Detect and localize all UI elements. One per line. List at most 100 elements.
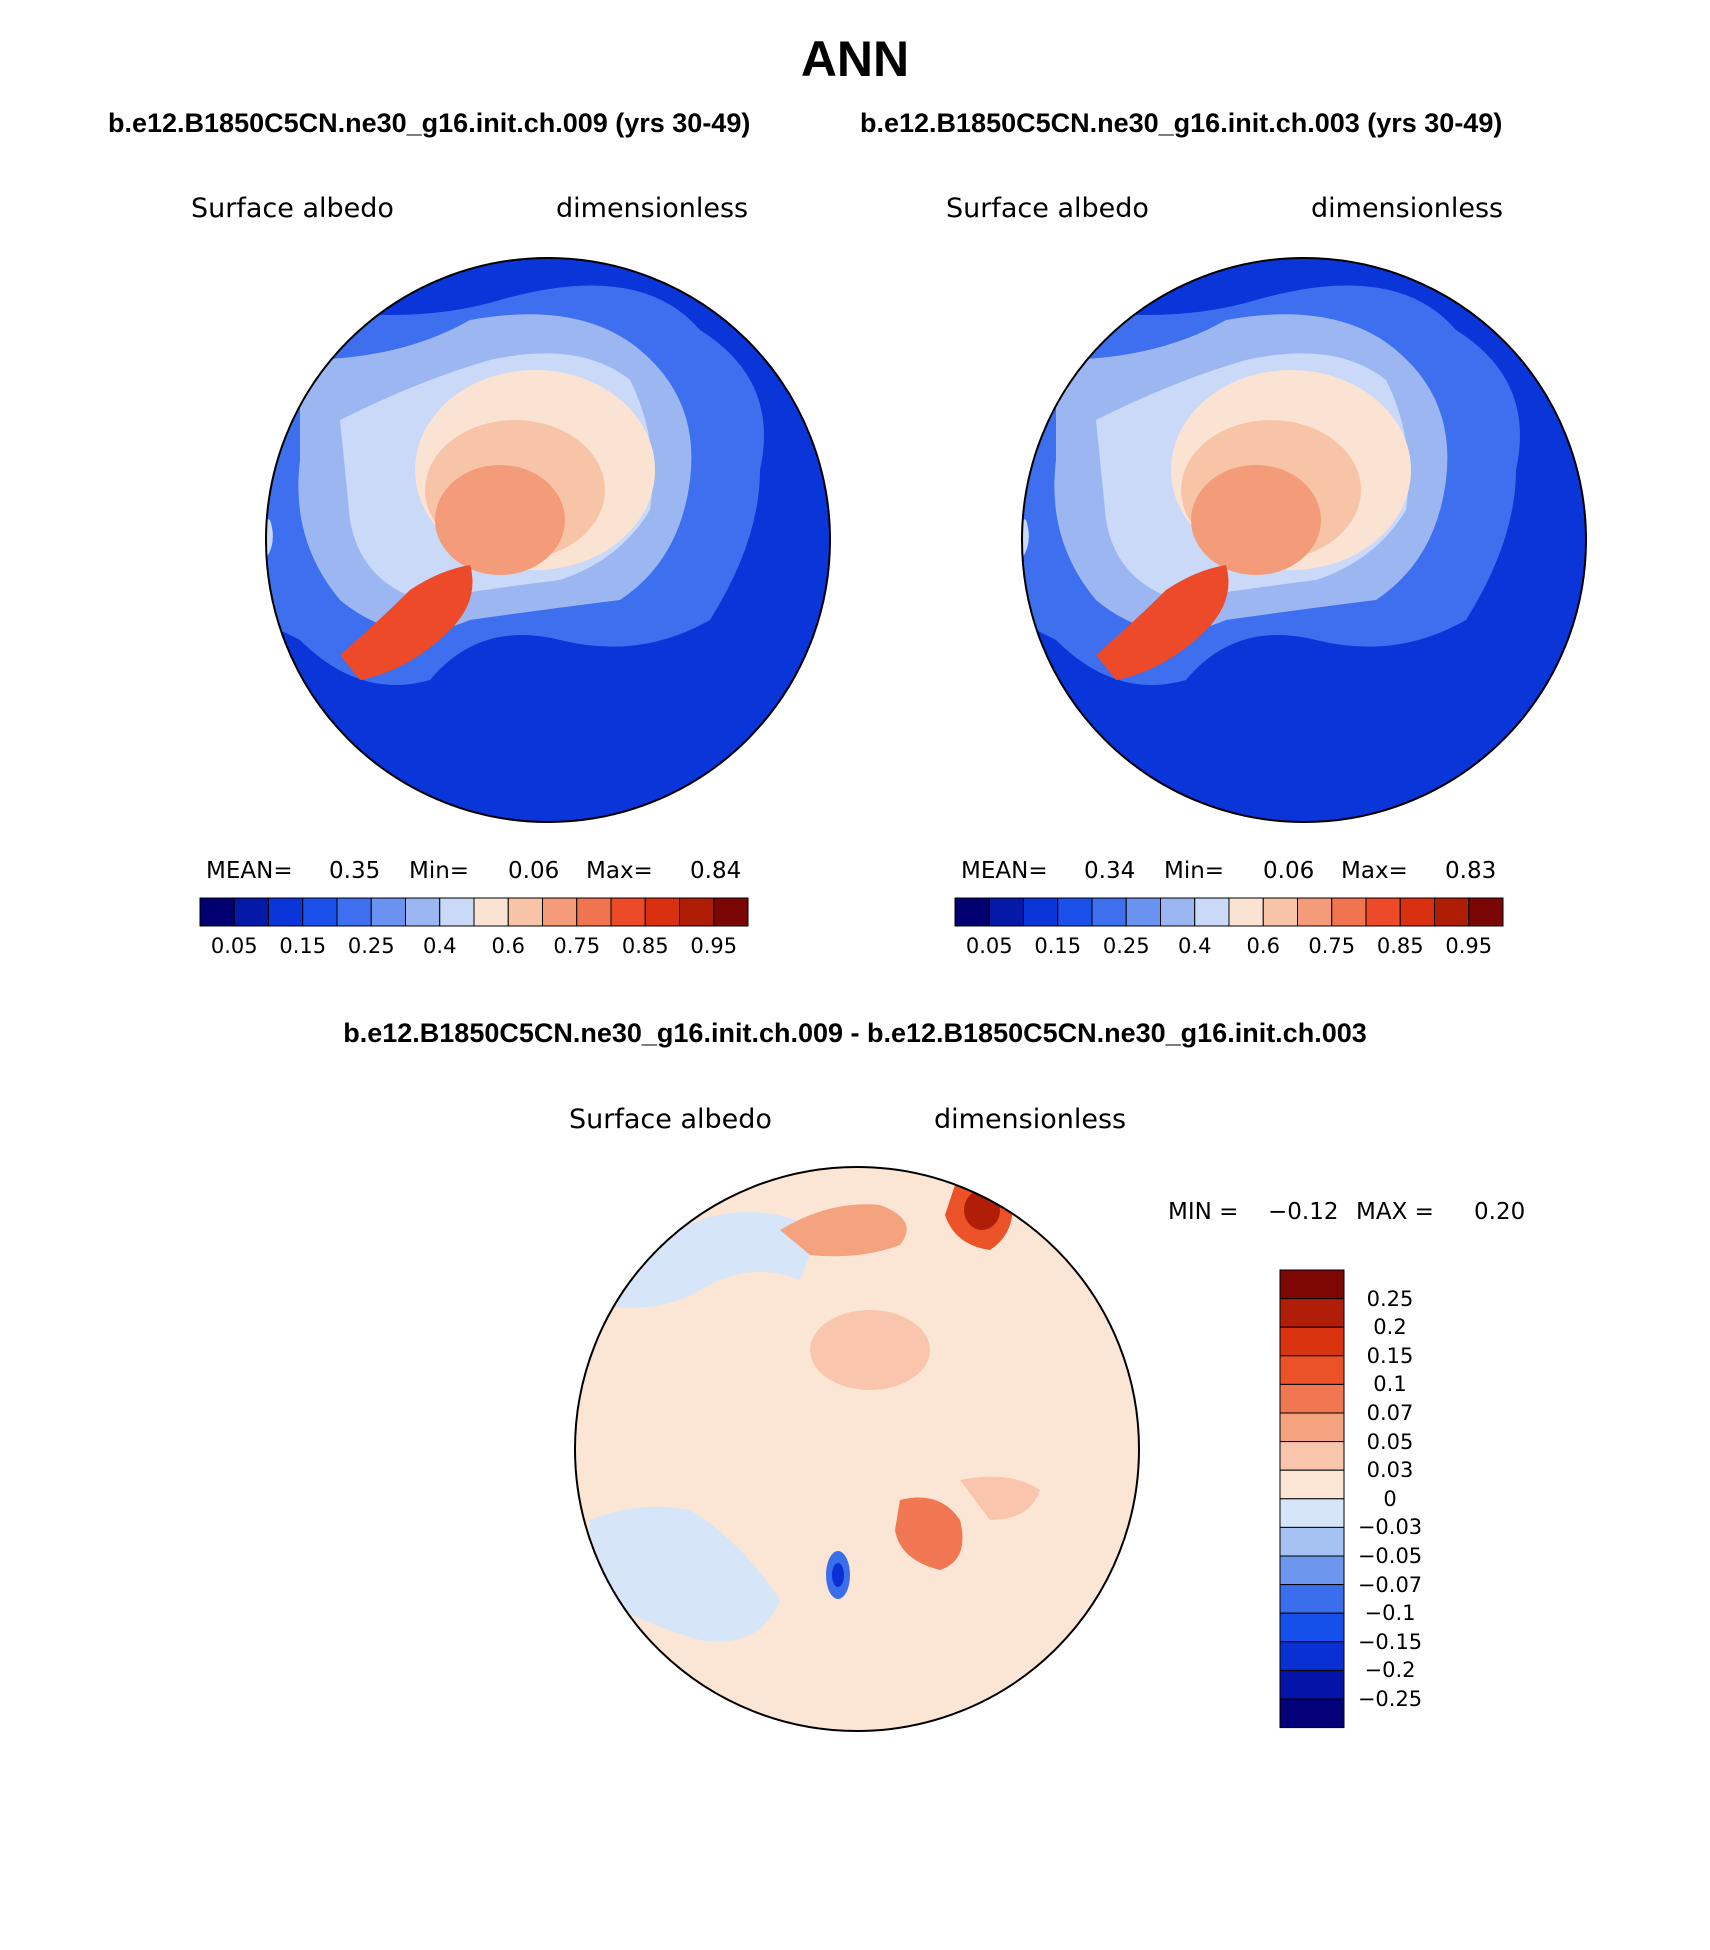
panel2-mean-value: 0.34 bbox=[1084, 858, 1136, 884]
panel1-min-value: 0.06 bbox=[508, 858, 560, 884]
panel2-mean-label: MEAN= bbox=[961, 858, 1048, 884]
diff-min-value: −0.12 bbox=[1268, 1199, 1339, 1225]
panel1-colorbar-tick-label: 0.15 bbox=[279, 934, 327, 958]
panel1-colorbar-swatch bbox=[370, 897, 406, 927]
difference-colorbar-tick-label: 0.03 bbox=[1366, 1458, 1414, 1483]
difference-colorbar-swatch bbox=[1279, 1498, 1345, 1528]
panel2-colorbar-swatch bbox=[1057, 897, 1093, 927]
difference-colorbar-tick-label: 0 bbox=[1383, 1486, 1397, 1511]
panel2-colorbar-swatch bbox=[988, 897, 1024, 927]
panel2-colorbar-swatch bbox=[1297, 897, 1333, 927]
panel2-min-value: 0.06 bbox=[1263, 858, 1315, 884]
difference-colorbar-swatch bbox=[1279, 1326, 1345, 1357]
figure-title: ANN bbox=[800, 31, 910, 87]
panel1-colorbar-swatch bbox=[576, 897, 612, 927]
panel2-colorbar-tick-label: 0.75 bbox=[1308, 934, 1356, 958]
panel2-max-label: Max= bbox=[1341, 858, 1408, 884]
panel1-colorbar-swatch bbox=[199, 897, 235, 927]
panel1-colorbar-swatch bbox=[405, 897, 441, 927]
panel1-max-label: Max= bbox=[586, 858, 653, 884]
difference-colorbar-tick-label: −0.1 bbox=[1364, 1601, 1416, 1626]
panel2-colorbar-swatch bbox=[1365, 897, 1401, 927]
panel2-max-value: 0.83 bbox=[1445, 858, 1497, 884]
panel2-colorbar-tick-label: 0.05 bbox=[965, 934, 1013, 958]
difference-field bbox=[575, 1167, 1139, 1731]
difference-colorbar-swatch bbox=[1279, 1269, 1345, 1300]
panel1-colorbar-tick-label: 0.05 bbox=[210, 934, 258, 958]
case-title-left: b.e12.B1850C5CN.ne30_g16.init.ch.009 (yr… bbox=[108, 108, 751, 138]
panel2-colorbar-tick-label: 0.85 bbox=[1376, 934, 1424, 958]
panel1-mean-label: MEAN= bbox=[206, 858, 293, 884]
difference-colorbar-swatch bbox=[1279, 1298, 1345, 1328]
panel1-colorbar-tick-label: 0.25 bbox=[347, 934, 395, 958]
panel1-colorbar-swatch bbox=[507, 897, 543, 927]
panel1-colorbar-swatch bbox=[268, 897, 304, 927]
diff-variable-label: Surface albedo bbox=[569, 1104, 772, 1135]
panel1-colorbar-swatch bbox=[439, 897, 475, 927]
difference-colorbar-tick-label: 0.15 bbox=[1366, 1343, 1414, 1368]
panel1-colorbar-tick-label: 0.6 bbox=[491, 934, 525, 958]
panel1-colorbar-tick-label: 0.4 bbox=[423, 934, 457, 958]
panel2-colorbar-swatch bbox=[1434, 897, 1470, 927]
panel1-colorbar-tick-label: 0.95 bbox=[690, 934, 738, 958]
panel1-mean-value: 0.35 bbox=[329, 858, 381, 884]
panel1-min-label: Min= bbox=[409, 858, 470, 884]
difference-colorbar-swatch bbox=[1279, 1669, 1345, 1700]
difference-colorbar-swatch bbox=[1279, 1612, 1345, 1643]
difference-colorbar-tick-label: −0.05 bbox=[1357, 1544, 1423, 1568]
panel1-colorbar-swatch bbox=[644, 897, 680, 927]
panel1-colorbar-tick-label: 0.75 bbox=[553, 934, 601, 958]
panel2-albedo-field bbox=[1022, 258, 1586, 822]
difference-colorbar-tick-label: −0.2 bbox=[1364, 1658, 1416, 1683]
panel2-colorbar-swatch bbox=[954, 897, 990, 927]
case-title-right: b.e12.B1850C5CN.ne30_g16.init.ch.003 (yr… bbox=[860, 108, 1503, 138]
panel1-colorbar-swatch bbox=[679, 897, 715, 927]
difference-colorbar-swatch bbox=[1279, 1355, 1345, 1385]
panel1-colorbar-swatch bbox=[713, 897, 749, 927]
difference-colorbar-tick-label: 0.07 bbox=[1366, 1401, 1414, 1425]
difference-colorbar-swatch bbox=[1279, 1584, 1345, 1614]
panel1-colorbar-tick-label: 0.85 bbox=[621, 934, 669, 958]
difference-colorbar-tick-label: 0.1 bbox=[1373, 1372, 1407, 1397]
diff-max-label: MAX = bbox=[1356, 1199, 1434, 1225]
difference-colorbar-swatch bbox=[1279, 1526, 1345, 1557]
difference-colorbar-swatch bbox=[1279, 1412, 1345, 1443]
difference-colorbar-tick-label: −0.25 bbox=[1357, 1687, 1423, 1711]
panel1-variable-label: Surface albedo bbox=[191, 193, 394, 224]
diff-units-label: dimensionless bbox=[934, 1104, 1127, 1135]
diff-min-label: MIN = bbox=[1168, 1199, 1239, 1225]
difference-colorbar-tick-label: 0.05 bbox=[1366, 1429, 1414, 1454]
panel1-units-label: dimensionless bbox=[556, 193, 749, 224]
panel2-colorbar-swatch bbox=[1331, 897, 1367, 927]
difference-colorbar-tick-label: −0.07 bbox=[1357, 1572, 1423, 1597]
panel2-colorbar-tick-label: 0.6 bbox=[1246, 934, 1280, 958]
panel2-colorbar-tick-label: 0.4 bbox=[1178, 934, 1212, 958]
panel2-colorbar-swatch bbox=[1468, 897, 1504, 927]
panel2-min-label: Min= bbox=[1164, 858, 1225, 884]
difference-colorbar-swatch bbox=[1279, 1441, 1345, 1471]
panel2-colorbar-tick-label: 0.25 bbox=[1102, 934, 1150, 958]
panel1-colorbar-swatch bbox=[473, 897, 509, 927]
panel1-max-value: 0.84 bbox=[690, 858, 742, 884]
panel1-albedo-field bbox=[266, 258, 830, 822]
difference-colorbar-tick-label: 0.25 bbox=[1366, 1286, 1414, 1311]
panel1-colorbar-swatch bbox=[302, 897, 338, 927]
difference-colorbar-swatch bbox=[1279, 1383, 1345, 1414]
difference-colorbar-swatch bbox=[1279, 1555, 1345, 1586]
panel2-colorbar-tick-label: 0.95 bbox=[1445, 934, 1493, 958]
panel2-colorbar-tick-label: 0.15 bbox=[1034, 934, 1082, 958]
diff-max-value: 0.20 bbox=[1474, 1199, 1526, 1225]
difference-colorbar-swatch bbox=[1279, 1641, 1345, 1671]
difference-title: b.e12.B1850C5CN.ne30_g16.init.ch.009 - b… bbox=[343, 1018, 1367, 1048]
difference-colorbar-swatch bbox=[1279, 1469, 1345, 1500]
difference-colorbar-tick-label: 0.2 bbox=[1373, 1315, 1407, 1340]
panel2-variable-label: Surface albedo bbox=[946, 193, 1149, 224]
difference-colorbar-tick-label: −0.03 bbox=[1357, 1515, 1423, 1540]
panel2-units-label: dimensionless bbox=[1311, 193, 1504, 224]
difference-colorbar-tick-label: −0.15 bbox=[1357, 1629, 1423, 1654]
